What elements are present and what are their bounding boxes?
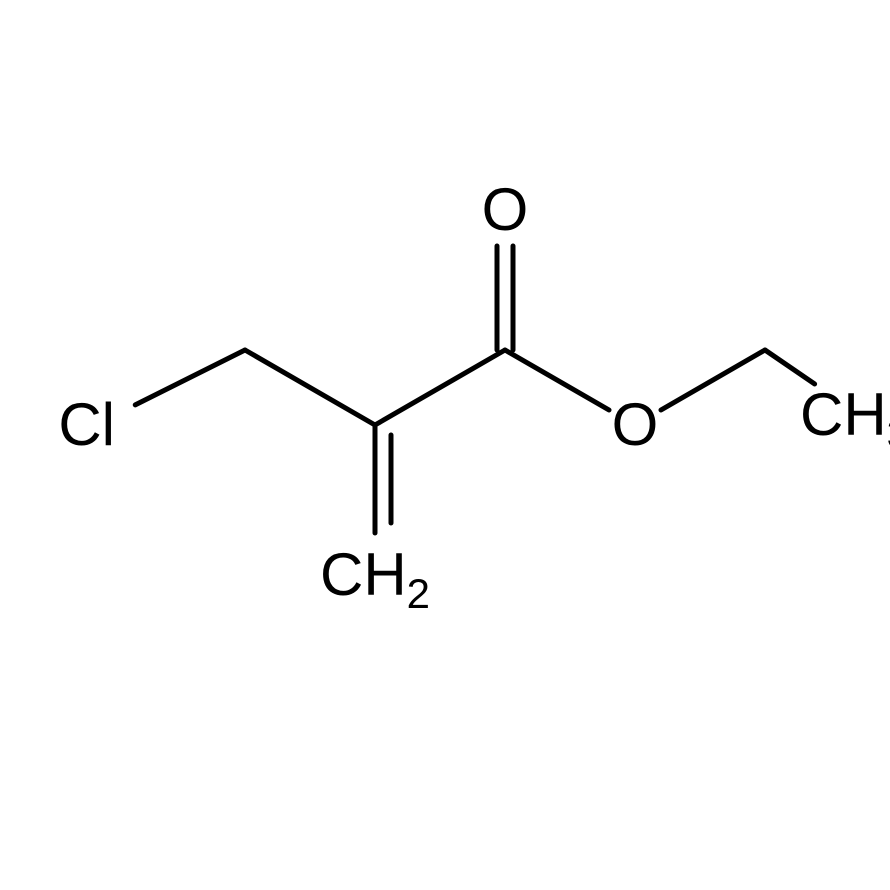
bond-svg	[0, 0, 890, 890]
atom-Cl: Cl	[58, 395, 115, 455]
atom-Os: O	[612, 395, 659, 455]
atom-CH2: CH2	[320, 545, 430, 605]
atom-Od: O	[482, 180, 529, 240]
molecule-canvas: Cl CH2 O O CH3	[0, 0, 890, 890]
atom-CH3: CH3	[800, 385, 890, 445]
